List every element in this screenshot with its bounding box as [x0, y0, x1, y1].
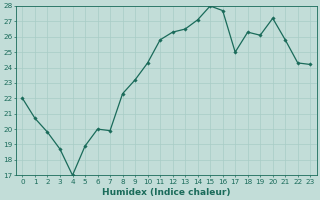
X-axis label: Humidex (Indice chaleur): Humidex (Indice chaleur) — [102, 188, 231, 197]
